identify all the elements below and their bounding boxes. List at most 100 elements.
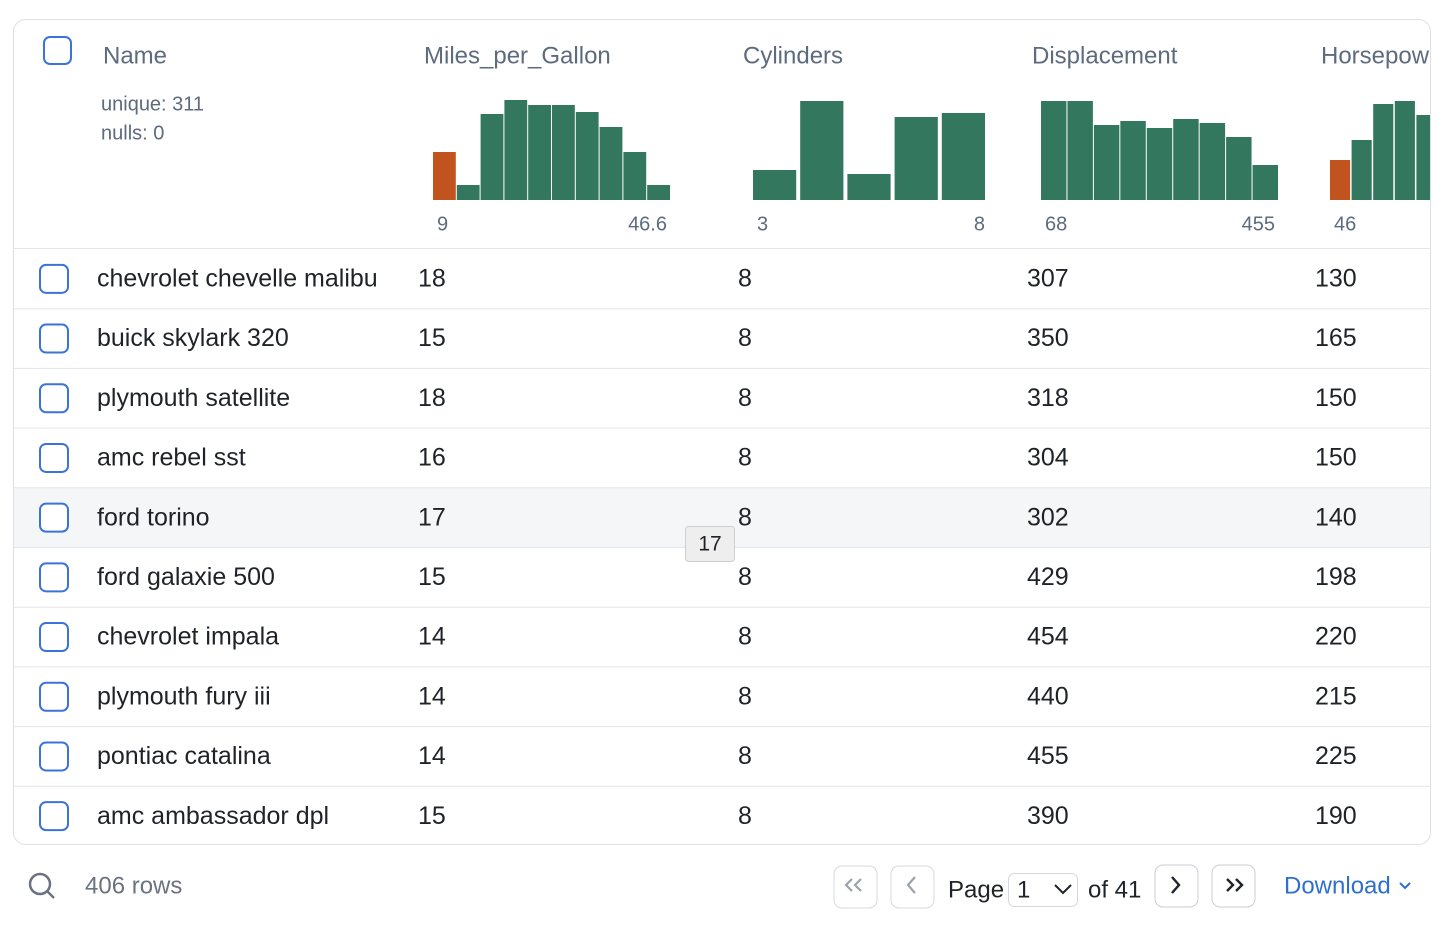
cell-value: 350 — [1027, 324, 1069, 352]
cell-value: 17 — [418, 503, 446, 531]
page-count: of 41 — [1088, 876, 1141, 903]
download-caret[interactable] — [1400, 883, 1410, 888]
histogram-bar[interactable] — [1395, 101, 1415, 200]
cell-value: 14 — [418, 742, 446, 770]
histogram-bar[interactable] — [800, 101, 843, 200]
tooltip-text: 17 — [698, 533, 721, 556]
cell-name: ford torino — [97, 503, 210, 531]
cell-value: 304 — [1027, 444, 1069, 472]
page-label: Page — [948, 876, 1004, 903]
column-header[interactable]: Name — [103, 42, 167, 69]
histogram-range-label: 9 — [437, 213, 448, 235]
cell-value: 16 — [418, 444, 446, 472]
row-checkbox[interactable] — [40, 563, 68, 591]
cell-value: 15 — [418, 802, 446, 830]
histogram-range-label: 8 — [974, 213, 985, 235]
row-checkbox[interactable] — [40, 504, 68, 532]
cell-value: 440 — [1027, 682, 1069, 710]
first-page-button[interactable] — [834, 866, 877, 908]
histogram-bar[interactable] — [1373, 104, 1393, 200]
row-checkbox[interactable] — [40, 265, 68, 293]
histogram-bar[interactable] — [552, 105, 575, 200]
cell-value: 14 — [418, 623, 446, 651]
histogram-bar[interactable] — [481, 114, 504, 200]
histogram-bar[interactable] — [433, 152, 456, 200]
cell-value: 220 — [1315, 623, 1357, 651]
cell-value: 455 — [1027, 742, 1069, 770]
histogram-bar[interactable] — [1094, 125, 1119, 200]
cell-value: 8 — [738, 802, 752, 830]
row-checkbox[interactable] — [40, 683, 68, 711]
histogram-bar[interactable] — [528, 105, 551, 200]
row-checkbox[interactable] — [40, 802, 68, 830]
histogram-bar[interactable] — [1352, 140, 1372, 200]
cell-value: 318 — [1027, 384, 1069, 412]
cell-name: chevrolet impala — [97, 623, 279, 651]
histogram-bar[interactable] — [504, 100, 527, 200]
histogram-bar[interactable] — [623, 152, 646, 200]
histogram-bar[interactable] — [753, 170, 796, 200]
cell-value: 307 — [1027, 264, 1069, 292]
histogram-range-label: 455 — [1242, 213, 1275, 235]
row-count: 406 rows — [85, 872, 182, 899]
cell-value: 454 — [1027, 623, 1069, 651]
cell-name: buick skylark 320 — [97, 324, 289, 352]
cell-name: amc rebel sst — [97, 444, 246, 472]
cell-name: pontiac catalina — [97, 742, 271, 770]
histogram-bar[interactable] — [1200, 123, 1225, 200]
row-checkbox[interactable] — [40, 742, 68, 770]
histogram-bar[interactable] — [1067, 101, 1092, 200]
histogram-bar[interactable] — [1041, 101, 1066, 200]
histogram-bar[interactable] — [895, 117, 938, 200]
histogram-bar[interactable] — [1120, 121, 1145, 200]
next-page-button[interactable] — [1155, 865, 1198, 907]
histogram-bar[interactable] — [1330, 160, 1350, 200]
histogram-bar[interactable] — [1147, 128, 1172, 200]
cell-value: 14 — [418, 682, 446, 710]
cell-value: 302 — [1027, 503, 1069, 531]
row-checkbox[interactable] — [40, 444, 68, 472]
histogram-bar[interactable] — [1173, 119, 1198, 200]
histogram-bar[interactable] — [1253, 165, 1278, 200]
cell-value: 8 — [738, 324, 752, 352]
histogram-bar[interactable] — [1416, 115, 1436, 200]
histogram-bar[interactable] — [576, 112, 599, 200]
row-checkbox[interactable] — [40, 623, 68, 651]
download-button[interactable]: Download — [1284, 872, 1391, 899]
cell-value: 165 — [1315, 324, 1357, 352]
histogram-bar[interactable] — [942, 113, 985, 200]
cell-value: 150 — [1315, 384, 1357, 412]
histogram-bar[interactable] — [1226, 137, 1251, 200]
histogram-bar[interactable] — [847, 174, 890, 200]
prev-page-button[interactable] — [891, 866, 934, 908]
histogram-range-label: 68 — [1045, 213, 1067, 235]
cell-value: 15 — [418, 324, 446, 352]
cell-value: 225 — [1315, 742, 1357, 770]
column-header[interactable]: Cylinders — [743, 42, 843, 69]
column-header[interactable]: Displacement — [1032, 42, 1178, 69]
histogram-bar[interactable] — [457, 185, 480, 200]
cell-value: 8 — [738, 742, 752, 770]
cell-value: 198 — [1315, 563, 1357, 591]
cell-name: plymouth satellite — [97, 384, 290, 412]
select-all-checkbox[interactable] — [44, 37, 71, 64]
cell-value: 140 — [1315, 503, 1357, 531]
histogram-range-label: 46.6 — [628, 213, 667, 235]
column-header[interactable]: Miles_per_Gallon — [424, 42, 611, 69]
cell-value: 18 — [418, 264, 446, 292]
histogram-bar[interactable] — [600, 127, 623, 200]
cell-value: 429 — [1027, 563, 1069, 591]
page-number: 1 — [1017, 876, 1030, 903]
cell-value: 18 — [418, 384, 446, 412]
cell-value: 8 — [738, 384, 752, 412]
row-checkbox[interactable] — [40, 384, 68, 412]
column-stat: unique: 311 — [101, 93, 204, 115]
footer: 406 rows Page 1 of 41 Download — [30, 865, 1410, 908]
cell-value: 15 — [418, 563, 446, 591]
histogram-bar[interactable] — [647, 185, 670, 200]
row-checkbox[interactable] — [40, 325, 68, 353]
cell-value: 390 — [1027, 802, 1069, 830]
cell-value: 8 — [738, 563, 752, 591]
last-page-button[interactable] — [1212, 865, 1255, 907]
